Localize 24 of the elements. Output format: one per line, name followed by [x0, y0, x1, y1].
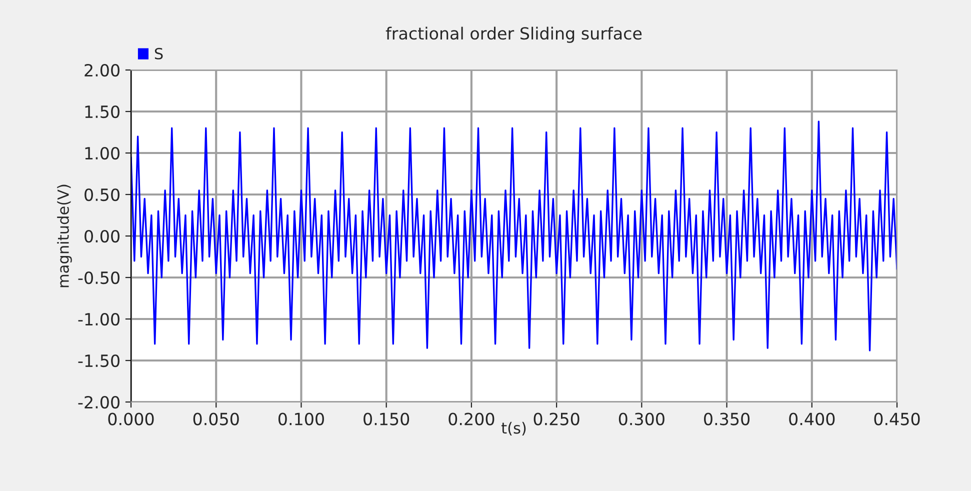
y-tick-label: -1.00 [78, 312, 120, 326]
x-tick-label: 0.050 [193, 412, 239, 426]
y-tick-label: 2.00 [84, 64, 120, 77]
y-tick-label: 1.00 [85, 146, 120, 160]
x-axis-title: t(s) [501, 422, 526, 436]
y-tick-label: 0.00 [84, 230, 120, 243]
x-tick-label: 0.300 [618, 412, 664, 426]
y-axis-title: magnitude(V) [57, 184, 72, 288]
x-tick-label: 0.000 [108, 412, 154, 426]
chart-title: fractional order Sliding surface [386, 26, 642, 43]
legend-label: S [154, 48, 163, 60]
y-tick-label: 1.50 [85, 105, 120, 118]
x-tick-label: 0.350 [704, 412, 750, 426]
x-tick-label: 0.250 [534, 412, 580, 426]
x-tick-label: 0.200 [448, 412, 494, 426]
x-tick-label: 0.450 [874, 412, 920, 426]
y-tick-label: -2.00 [78, 396, 120, 409]
x-tick-label: 0.100 [278, 412, 324, 426]
line-series [131, 120, 897, 352]
y-tick-label: 0.50 [84, 188, 120, 202]
x-tick-label: 0.150 [364, 412, 410, 426]
y-tick-label: -0.50 [78, 271, 120, 284]
y-tick-label: -1.50 [78, 354, 120, 368]
x-tick-label: 0.400 [789, 412, 835, 426]
